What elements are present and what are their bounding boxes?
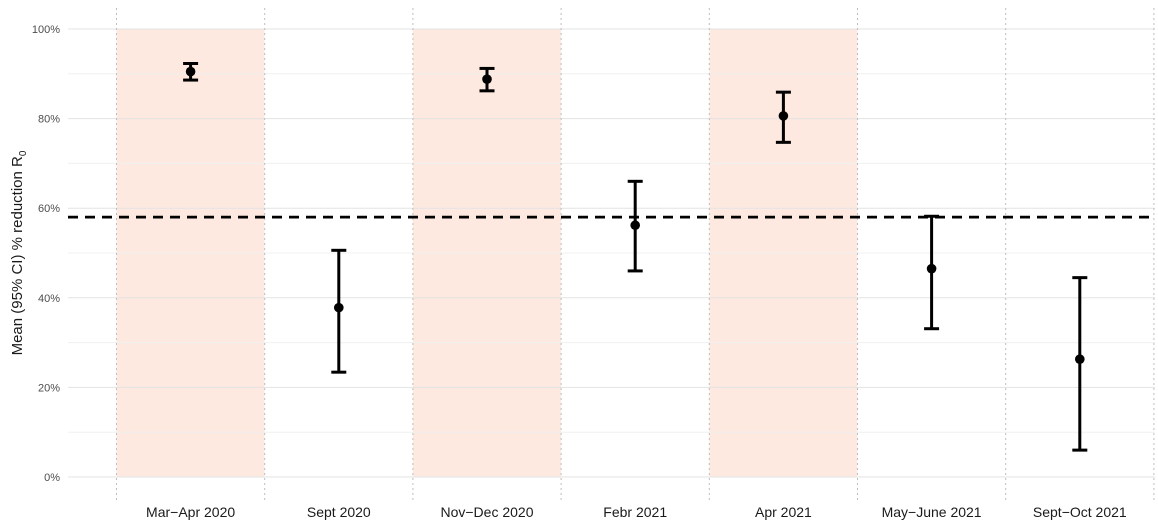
y-axis-ticks: 0% 20% 40% 60% 80% 100%: [32, 24, 60, 484]
x-tick-label: Sept 2020: [307, 504, 371, 520]
y-tick-label: 100%: [32, 24, 60, 36]
data-point: [1075, 354, 1085, 364]
data-point: [482, 74, 492, 84]
x-axis-ticks: Mar−Apr 2020 Sept 2020 Nov−Dec 2020 Febr 20…: [146, 504, 1127, 520]
y-tick-label: 0%: [44, 472, 60, 484]
x-tick-label: Febr 2021: [603, 504, 667, 520]
x-tick-label: Apr 2021: [755, 504, 812, 520]
data-point: [630, 220, 640, 231]
y-tick-label: 40%: [38, 293, 60, 305]
points: [185, 66, 1085, 364]
data-point: [926, 263, 937, 274]
data-point: [185, 66, 196, 77]
x-tick-label: Nov−Dec 2020: [440, 504, 533, 520]
data-point: [334, 302, 344, 313]
error-bars: [183, 61, 1088, 452]
x-tick-label: Sept−Oct 2021: [1033, 504, 1127, 520]
vertical-dividers: [116, 8, 1155, 500]
data-point: [778, 111, 789, 121]
y-axis-title-subscript: 0: [18, 150, 29, 156]
grid: [68, 28, 1155, 478]
y-axis-title-main: Mean (95% CI) % reduction R: [9, 156, 26, 355]
y-tick-label: 20%: [38, 382, 60, 394]
x-tick-label: Mar−Apr 2020: [146, 504, 235, 520]
y-tick-label: 80%: [38, 114, 60, 126]
y-axis-title: Mean (95% CI) % reduction R0: [9, 150, 29, 355]
y-tick-label: 60%: [38, 203, 60, 215]
x-tick-label: May−June 2021: [882, 504, 982, 520]
